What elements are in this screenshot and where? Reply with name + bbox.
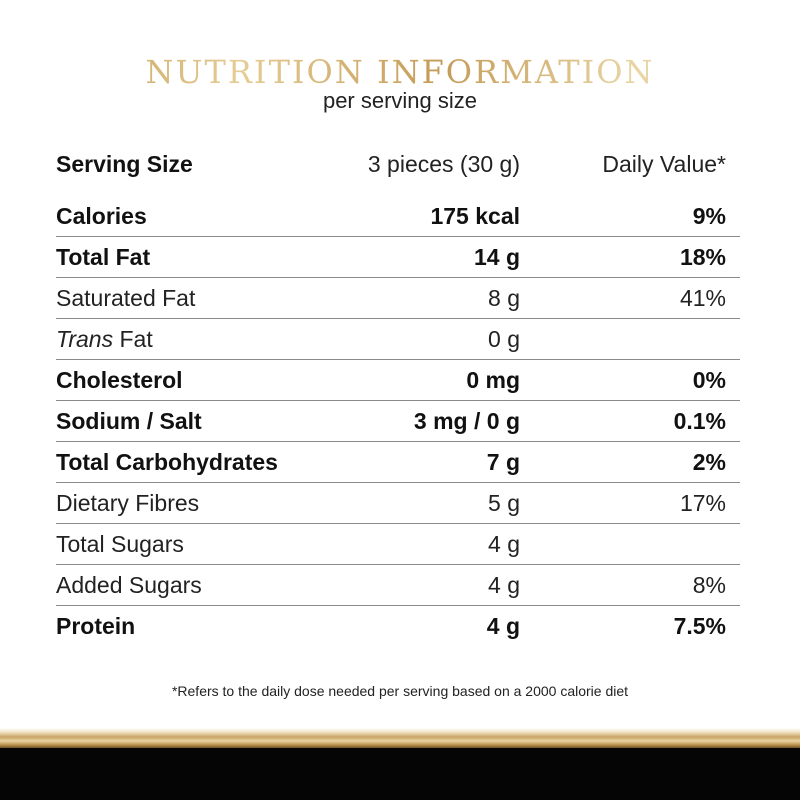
nutrient-name: Sodium / Salt <box>56 408 202 434</box>
nutrient-row-total-fat: Total Fat 14 g 18% <box>56 237 740 278</box>
nutrient-name-rest: Fat <box>113 326 153 352</box>
nutrient-row-cholesterol: Cholesterol 0 mg 0% <box>56 360 740 401</box>
nutrient-row-added-sugars: Added Sugars 4 g 8% <box>56 565 740 606</box>
nutrient-amount: 5 g <box>488 490 520 516</box>
nutrition-table: Calories 175 kcal 9% Total Fat 14 g 18% … <box>56 196 740 646</box>
nutrient-name: Total Fat <box>56 244 151 270</box>
nutrient-row-calories: Calories 175 kcal 9% <box>56 196 740 237</box>
nutrient-row-sodium-salt: Sodium / Salt 3 mg / 0 g 0.1% <box>56 401 740 442</box>
nutrient-name: Added Sugars <box>56 572 202 598</box>
nutrient-name: Total Sugars <box>56 531 184 557</box>
nutrient-daily-value: 17% <box>679 490 726 516</box>
serving-size-amount: 3 pieces (30 g) <box>367 151 520 177</box>
nutrient-name: Saturated Fat <box>56 285 196 311</box>
nutrient-amount: 3 mg / 0 g <box>413 408 520 434</box>
nutrient-name: Trans Fat <box>56 319 153 359</box>
nutrient-row-saturated-fat: Saturated Fat 8 g 41% <box>56 278 740 319</box>
nutrient-name-italic: Trans <box>56 326 114 352</box>
nutrient-row-trans-fat: Trans Fat 0 g <box>56 319 740 360</box>
nutrient-row-total-carbohydrates: Total Carbohydrates 7 g 2% <box>56 442 740 483</box>
nutrient-amount: 4 g <box>488 572 520 598</box>
nutrient-daily-value: 2% <box>692 449 726 475</box>
nutrient-row-dietary-fibres: Dietary Fibres 5 g 17% <box>56 483 740 524</box>
footnote: *Refers to the daily dose needed per ser… <box>171 683 629 699</box>
serving-size-label: Serving Size <box>56 151 193 177</box>
nutrient-name: Protein <box>56 613 136 639</box>
nutrient-row-protein: Protein 4 g 7.5% <box>56 606 740 646</box>
nutrient-daily-value: 9% <box>692 203 726 229</box>
nutrient-amount: 175 kcal <box>430 203 520 229</box>
nutrient-amount: 14 g <box>473 244 520 270</box>
page-subtitle: per serving size <box>322 88 478 113</box>
nutrient-amount: 4 g <box>486 613 520 639</box>
nutrient-daily-value: 0.1% <box>673 408 726 434</box>
nutrient-amount: 0 g <box>488 326 520 352</box>
nutrient-amount: 8 g <box>488 285 520 311</box>
nutrient-name: Cholesterol <box>56 367 183 393</box>
gold-stripe <box>0 728 800 748</box>
daily-value-header: Daily Value* <box>602 151 726 177</box>
nutrient-row-total-sugars: Total Sugars 4 g <box>56 524 740 565</box>
serving-size-row: Serving Size 3 pieces (30 g) Daily Value… <box>56 146 740 182</box>
nutrient-daily-value: 18% <box>679 244 726 270</box>
nutrient-name: Calories <box>56 203 147 229</box>
nutrient-amount: 0 mg <box>466 367 520 393</box>
nutrient-daily-value: 8% <box>692 572 726 598</box>
nutrient-daily-value: 41% <box>679 285 726 311</box>
nutrient-amount: 7 g <box>486 449 520 475</box>
nutrient-name: Total Carbohydrates <box>56 449 278 475</box>
nutrient-amount: 4 g <box>488 531 520 557</box>
nutrient-daily-value: 7.5% <box>673 613 726 639</box>
page-title: NUTRITION INFORMATION <box>0 52 800 92</box>
nutrient-daily-value: 0% <box>692 367 726 393</box>
black-footer-band <box>0 748 800 800</box>
nutrient-name: Dietary Fibres <box>56 490 200 516</box>
